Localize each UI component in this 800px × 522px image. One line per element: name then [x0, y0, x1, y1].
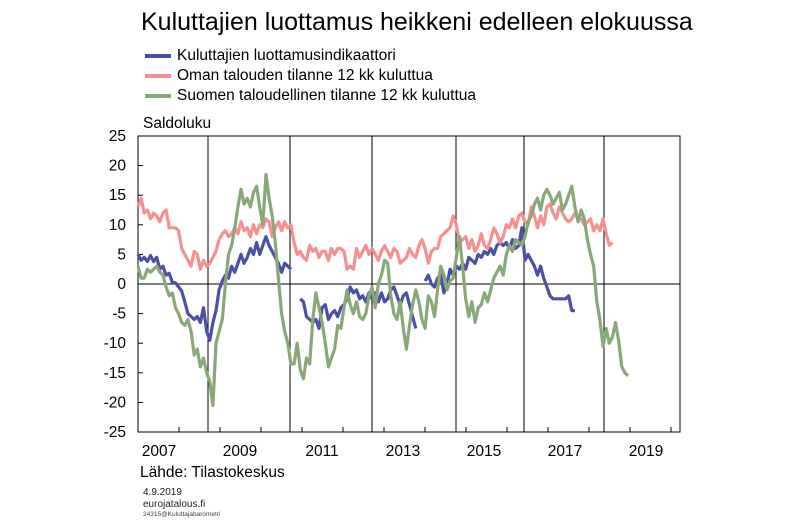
y-tick-label-8: -15 [104, 365, 126, 382]
x-tick-label-3: 2013 [386, 443, 420, 460]
site-name: eurojatalous.fi [143, 499, 206, 510]
chart-code: 24315@Kuluttajabarometri [143, 511, 221, 518]
source-note: Lähde: Tilastokeskus [140, 464, 285, 481]
y-tick-label-1: 20 [109, 158, 127, 175]
legend-swatch-own-economy [145, 74, 171, 78]
legend: Kuluttajien luottamusindikaattori Oman t… [145, 46, 476, 106]
y-tick-label-6: -5 [112, 306, 126, 323]
y-tick-label-9: -20 [104, 394, 127, 411]
x-tick-label-2: 2011 [305, 443, 338, 460]
legend-item-finland-economy: Suomen taloudellinen tilanne 12 kk kulut… [145, 86, 476, 106]
y-tick-label-10: -25 [104, 424, 126, 441]
legend-item-own-economy: Oman talouden tilanne 12 kk kuluttua [145, 66, 476, 86]
x-tick-label-6: 2019 [629, 443, 663, 460]
x-tick-label-0: 2007 [142, 443, 176, 460]
x-tick-label-5: 2017 [548, 443, 582, 460]
legend-swatch-confidence [145, 54, 171, 58]
series-line-0-1 [299, 285, 418, 330]
chart-title: Kuluttajien luottamus heikkeni edelleen … [141, 8, 693, 36]
y-tick-label-5: 0 [117, 276, 126, 293]
x-tick-label-4: 2015 [467, 443, 501, 460]
y-axis-label: Saldoluku [143, 115, 212, 132]
legend-label-own-economy: Oman talouden tilanne 12 kk kuluttua [177, 67, 433, 84]
legend-item-confidence: Kuluttajien luottamusindikaattori [145, 46, 476, 66]
legend-swatch-finland-economy [145, 94, 171, 98]
series-line-0-0 [136, 235, 293, 342]
series-line-2-0 [136, 172, 630, 407]
y-tick-label-0: 25 [109, 128, 126, 145]
legend-label-finland-economy: Suomen taloudellinen tilanne 12 kk kulut… [177, 87, 477, 104]
y-tick-label-7: -10 [104, 335, 127, 352]
y-tick-label-2: 15 [109, 187, 126, 204]
y-tick-label-4: 5 [117, 246, 126, 263]
publish-date: 4.9.2019 [143, 487, 182, 498]
x-tick-label-1: 2009 [223, 443, 257, 460]
y-tick-label-3: 10 [109, 217, 127, 234]
legend-label-confidence: Kuluttajien luottamusindikaattori [177, 47, 396, 64]
